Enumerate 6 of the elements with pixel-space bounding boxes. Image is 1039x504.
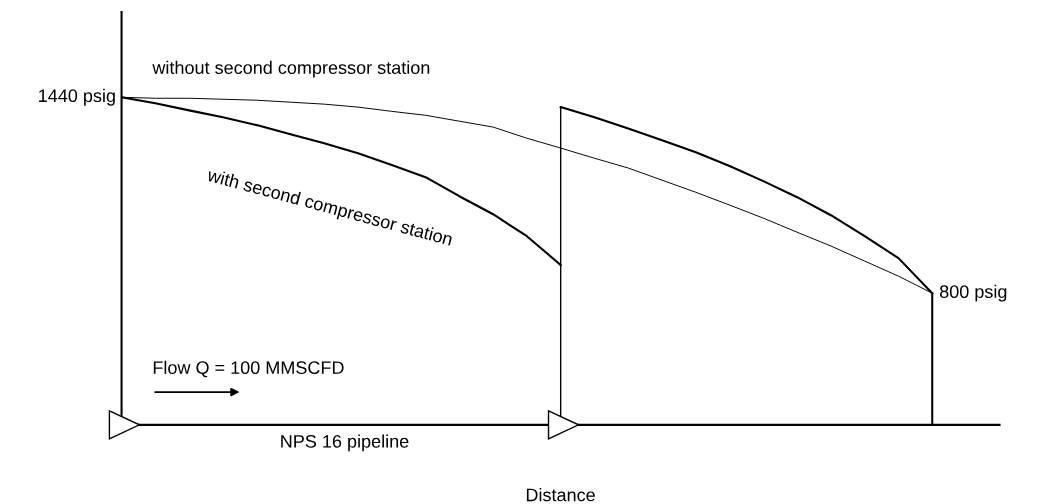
annotation: 800 psig [939, 284, 1007, 302]
series-label: without second compressor station [152, 60, 430, 78]
annotation: Flow Q = 100 MMSCFD [153, 360, 344, 378]
text: NPS 16 pipeline [281, 434, 409, 452]
x-axis-title: Distance [526, 488, 595, 502]
annotation: 1440 psig [39, 88, 115, 106]
